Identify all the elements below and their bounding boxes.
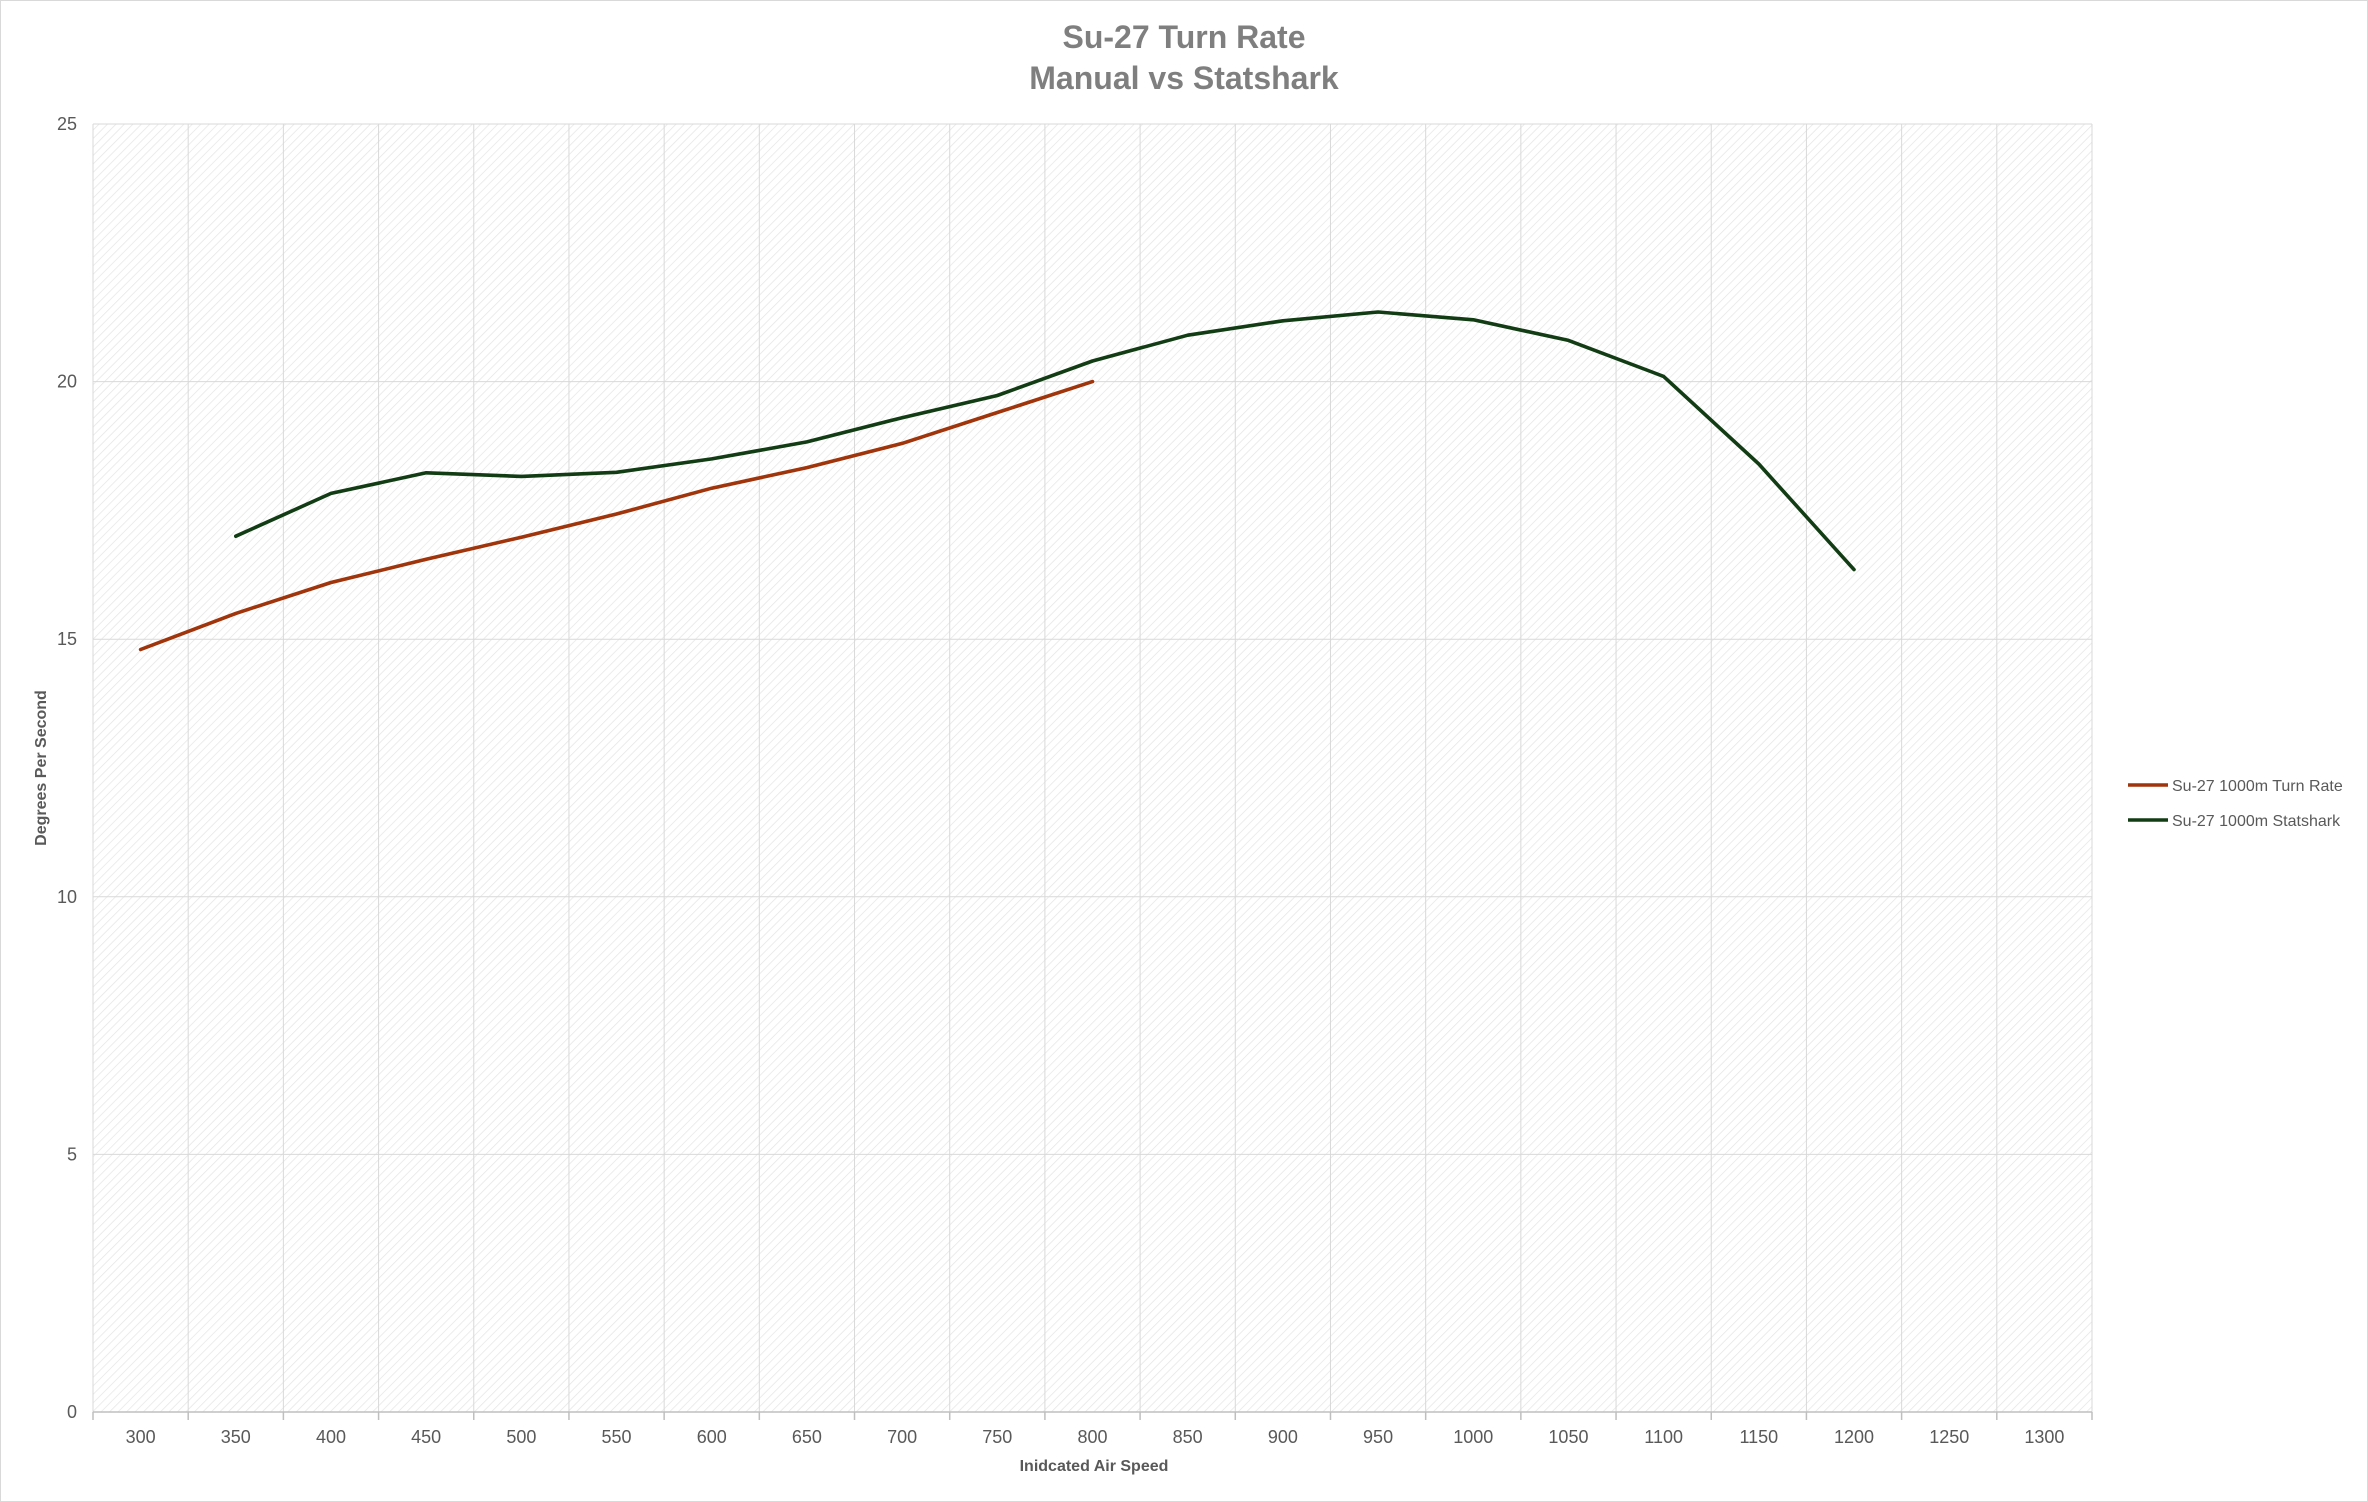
x-tick-label: 750	[982, 1427, 1012, 1447]
x-tick-label: 450	[411, 1427, 441, 1447]
y-tick-label: 10	[57, 887, 77, 907]
y-tick-label: 20	[57, 372, 77, 392]
y-tick-label: 0	[67, 1402, 77, 1422]
legend-label-1: Su-27 1000m Turn Rate	[2172, 778, 2343, 795]
chart-subtitle: Manual vs Statshark	[1029, 60, 1339, 96]
series-layer	[138, 310, 1856, 652]
x-tick-label: 850	[1173, 1427, 1203, 1447]
y-tick-label: 5	[67, 1144, 77, 1164]
x-tick-label: 300	[126, 1427, 156, 1447]
x-tick-label: 1200	[1834, 1427, 1874, 1447]
legend: Su-27 1000m Turn Rate Su-27 1000m Statsha…	[2128, 778, 2343, 830]
x-tick-label: 350	[221, 1427, 251, 1447]
x-tick-label: 950	[1363, 1427, 1393, 1447]
x-tick-label: 650	[792, 1427, 822, 1447]
x-tick-label: 1050	[1548, 1427, 1588, 1447]
y-tick-label: 25	[57, 114, 77, 134]
series-line-1	[138, 379, 1095, 652]
x-tick-label: 500	[506, 1427, 536, 1447]
x-tick-label: 1000	[1453, 1427, 1493, 1447]
x-tick-label: 600	[697, 1427, 727, 1447]
chart-title: Su-27 Turn Rate	[1063, 19, 1306, 55]
plot-area	[93, 124, 2092, 1412]
x-tick-label: 1300	[2024, 1427, 2064, 1447]
x-tick-label: 700	[887, 1427, 917, 1447]
axis-layer: 300 350 400 450 500 550 600 650 700 750 800 850 900 9…	[57, 114, 2093, 1447]
legend-label-2: Su-27 1000m Statshark	[2172, 813, 2341, 830]
x-tick-label: 800	[1077, 1427, 1107, 1447]
y-axis-title: Degrees Per Second	[33, 690, 50, 846]
x-tick-label: 1150	[1739, 1427, 1778, 1447]
series-line-2	[234, 310, 1856, 572]
y-tick-label: 15	[57, 629, 77, 649]
x-tick-label: 400	[316, 1427, 346, 1447]
x-tick-label: 1250	[1929, 1427, 1969, 1447]
x-tick-label: 900	[1268, 1427, 1298, 1447]
x-tick-label: 550	[602, 1427, 632, 1447]
x-axis-title: Inidcated Air Speed	[1020, 1458, 1169, 1475]
x-tick-label: 1100	[1644, 1427, 1683, 1447]
